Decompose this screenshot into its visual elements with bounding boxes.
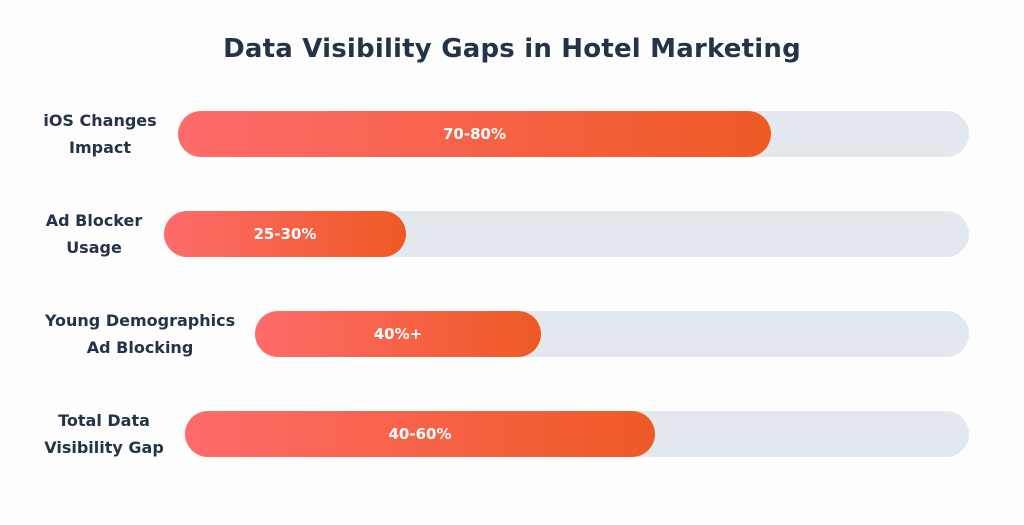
bar-track: 25-30% bbox=[164, 211, 969, 257]
bar-label-line: Total Data bbox=[58, 411, 150, 430]
bar-label: Ad Blocker Usage bbox=[0, 207, 188, 261]
bar-label-line: Ad Blocker bbox=[45, 211, 143, 230]
bar-row-ad-blocker: Ad Blocker Usage 25-30% bbox=[0, 211, 1024, 257]
bar-fill: 40-60% bbox=[185, 411, 655, 457]
bar-label-line: iOS Changes bbox=[43, 111, 157, 130]
bar-label: Young Demographics Ad Blocking bbox=[0, 307, 280, 361]
bar-track: 40-60% bbox=[185, 411, 969, 457]
bar-track: 40%+ bbox=[255, 311, 969, 357]
bar-value-label: 40%+ bbox=[373, 325, 423, 343]
bar-label: Total Data Visibility Gap bbox=[0, 407, 208, 461]
chart-title: Data Visibility Gaps in Hotel Marketing bbox=[223, 34, 801, 64]
bar-value-label: 70-80% bbox=[442, 125, 506, 143]
bar-fill: 70-80% bbox=[178, 111, 771, 157]
bar-value-label: 25-30% bbox=[253, 225, 317, 243]
bar-label-line: Young Demographics bbox=[44, 311, 236, 330]
bar-fill: 40%+ bbox=[255, 311, 541, 357]
bar-row-young-demographics: Young Demographics Ad Blocking 40%+ bbox=[0, 311, 1024, 357]
bar-value-label: 40-60% bbox=[388, 425, 452, 443]
bar-fill: 25-30% bbox=[164, 211, 406, 257]
bar-label: iOS Changes Impact bbox=[0, 107, 200, 161]
bar-track: 70-80% bbox=[178, 111, 969, 157]
bar-label-line: Ad Blocking bbox=[86, 338, 194, 357]
bar-label-line: Visibility Gap bbox=[44, 438, 164, 457]
bar-label-line: Usage bbox=[66, 238, 122, 257]
bar-row-ios: iOS Changes Impact 70-80% bbox=[0, 111, 1024, 157]
bar-label-line: Impact bbox=[68, 138, 131, 157]
bar-row-total-gap: Total Data Visibility Gap 40-60% bbox=[0, 411, 1024, 457]
